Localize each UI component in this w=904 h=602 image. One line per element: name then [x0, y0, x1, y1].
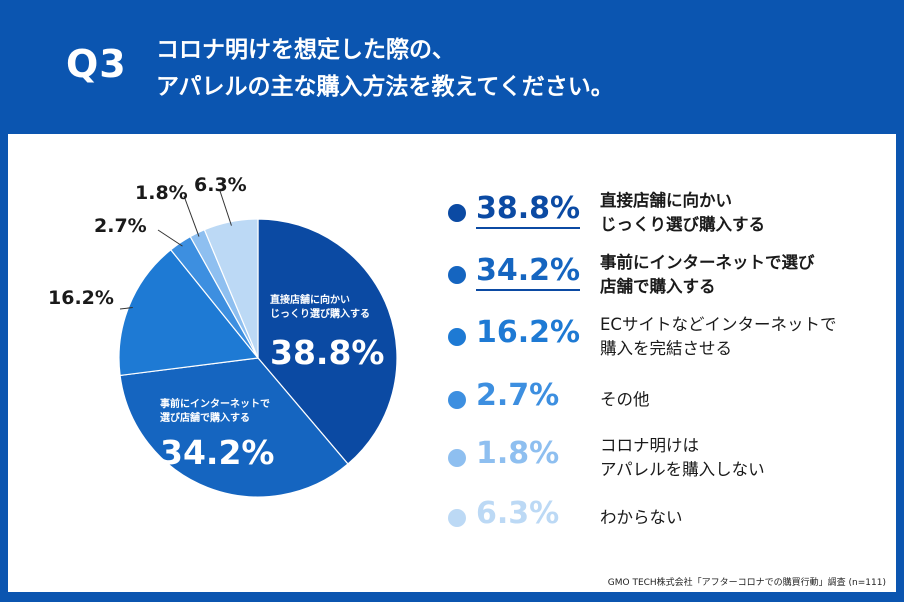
title-line-2: アパレルの主な購入方法を教えてください。: [156, 74, 614, 100]
leader-line-ec-online: [119, 307, 133, 310]
slice-value-no-purchase: 1.8%: [135, 182, 188, 204]
legend-label-direct-store: 直接店舗に向かいじっくり選び購入する: [600, 189, 765, 237]
legend-dot-online-then-store: [448, 266, 466, 284]
slice-value-online-then-store: 34.2%: [160, 433, 275, 472]
legend-value-online-then-store: 34.2%: [476, 253, 581, 291]
slice-value-unknown: 6.3%: [194, 174, 247, 196]
legend-label-ec-online: ECサイトなどインターネットで 購入を完結させる: [600, 313, 836, 361]
legend-label-line2: 購入を完結させる: [600, 339, 732, 358]
legend-label-line2: 店舗で購入する: [600, 277, 716, 296]
legend-dot-no-purchase: [448, 449, 466, 467]
legend-value-direct-store: 38.8%: [476, 191, 581, 229]
page-title: コロナ明けを想定した際の、 アパレルの主な購入方法を教えてください。: [156, 32, 614, 106]
legend-value-unknown: 6.3%: [476, 496, 560, 531]
header: Q3 コロナ明けを想定した際の、 アパレルの主な購入方法を教えてください。: [0, 0, 904, 134]
pie-slice-ec-online: [118, 248, 260, 377]
legend-label-unknown: わからない: [600, 506, 683, 530]
legend-dot-ec-online: [448, 328, 466, 346]
slice-label-direct-store-line2: じっくり選び購入する: [270, 307, 370, 320]
slice-value-direct-store: 38.8%: [270, 333, 385, 372]
legend-item-unknown: 6.3% わからない: [448, 494, 888, 554]
legend-label-line1: ECサイトなどインターネットで: [600, 315, 837, 334]
slice-label-direct-store-line1: 直接店舗に向かい: [270, 293, 350, 306]
legend-label-line1: わからない: [600, 508, 683, 527]
slice-label-online-then-store-line1: 事前にインターネットで: [160, 397, 270, 410]
legend-label-line1: その他: [600, 390, 650, 409]
legend-label-line2: アパレルを購入しない: [600, 460, 765, 479]
question-number: Q3: [66, 42, 127, 86]
leader-line-other: [157, 229, 183, 247]
legend-label-line1: コロナ明けは: [600, 436, 699, 455]
legend-dot-direct-store: [448, 204, 466, 222]
source-note: GMO TECH株式会社「アフターコロナでの購買行動」調査 (n=111): [607, 578, 886, 588]
title-line-1: コロナ明けを想定した際の、: [156, 37, 455, 63]
leader-line-no-purchase: [183, 195, 200, 237]
legend-value-ec-online: 16.2%: [476, 315, 581, 350]
pie-slice-online-then-store: [119, 357, 349, 498]
legend-label-line1: 直接店舗に向かい: [600, 191, 732, 210]
legend-label-no-purchase: コロナ明けはアパレルを購入しない: [600, 434, 765, 482]
legend-item-online-then-store: 34.2% 事前にインターネットで選び 店舗で購入する: [448, 251, 888, 311]
legend-item-direct-store: 38.8% 直接店舗に向かいじっくり選び購入する: [448, 189, 888, 249]
chart-panel: 直接店舗に向かい じっくり選び購入する 38.8% 事前にインターネットで 選び店舗で購…: [8, 134, 896, 592]
slice-value-other: 2.7%: [94, 215, 147, 237]
legend-value-other: 2.7%: [476, 378, 560, 413]
legend-value-no-purchase: 1.8%: [476, 436, 560, 471]
slice-value-ec-online: 16.2%: [48, 287, 114, 309]
legend-label-line2: じっくり選び購入する: [600, 215, 765, 234]
legend-item-ec-online: 16.2% ECサイトなどインターネットで 購入を完結させる: [448, 313, 888, 373]
pie-slice-direct-store: [257, 218, 398, 465]
leader-line-unknown: [219, 190, 232, 226]
slice-label-online-then-store-line2: 選び店舗で購入する: [160, 411, 250, 424]
legend-dot-other: [448, 391, 466, 409]
legend-label-online-then-store: 事前にインターネットで選び 店舗で購入する: [600, 251, 815, 299]
legend-item-other: 2.7% その他: [448, 376, 888, 436]
legend-item-no-purchase: 1.8% コロナ明けはアパレルを購入しない: [448, 434, 888, 494]
legend-label-line1: 事前にインターネットで選び: [600, 253, 815, 272]
legend-label-other: その他: [600, 388, 650, 412]
legend-dot-unknown: [448, 509, 466, 527]
